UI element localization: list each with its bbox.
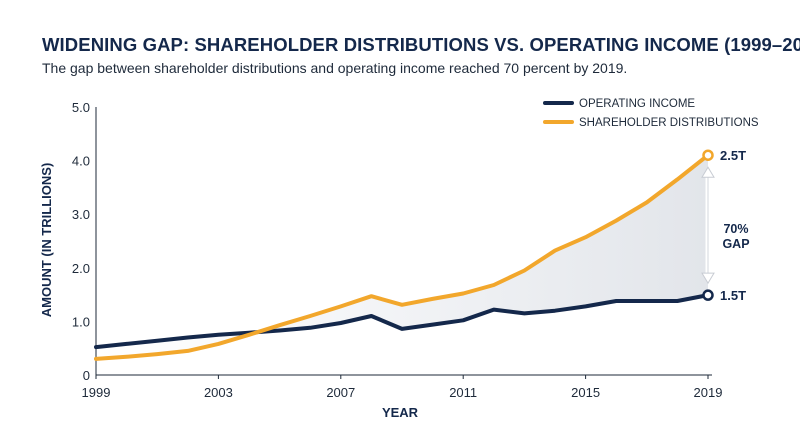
x-tick-label: 2015 [571,385,600,400]
x-tick-label: 2007 [326,385,355,400]
gap-arrow [701,166,715,285]
gap-arrow-head-up [701,166,715,178]
gap-label-word: GAP [722,237,749,251]
end-marker-shareholder-distributions [702,149,714,161]
y-tick-label: 1.0 [72,314,90,329]
end-marker-operating-income [702,289,714,301]
x-tick-label: 2019 [694,385,723,400]
y-tick-label: 4.0 [72,154,90,169]
gap-label-percent: 70% [723,222,748,236]
end-label-operating-income: 1.5T [720,288,746,303]
x-tick-label: 2011 [449,385,477,400]
x-tick-label: 1999 [82,385,111,400]
y-axis-title: AMOUNT (IN TRILLIONS) [39,163,54,318]
y-tick-label: 3.0 [72,207,90,222]
y-tick-label: 5.0 [72,100,90,115]
end-label-shareholder-distributions: 2.5T [720,148,746,163]
gap-arrow-head-down [701,272,715,285]
series-line-shareholder-distributions [94,153,710,361]
gap-shaded-area [96,155,708,359]
chart-title: WIDENING GAP: SHAREHOLDER DISTRIBUTIONS … [42,34,800,55]
legend-label-shareholder-distributions: SHAREHOLDER DISTRIBUTIONS [579,117,759,129]
x-tick-label: 2003 [204,385,233,400]
x-axis-title: YEAR [382,405,419,420]
y-tick-label: 0 [83,368,90,383]
legend-label-operating-income: OPERATING INCOME [579,98,695,110]
y-tick-label: 2.0 [72,261,90,276]
series-line-operating-income [94,293,710,350]
chart-subtitle: The gap between shareholder distribution… [42,60,628,76]
legend: OPERATING INCOME SHAREHOLDER DISTRIBUTIO… [543,98,759,129]
